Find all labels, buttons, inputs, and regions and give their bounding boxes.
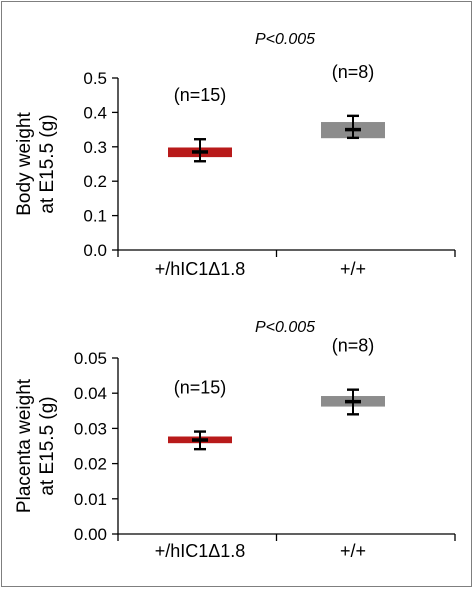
y-tick-label: 0.02: [74, 455, 107, 474]
y-tick-label: 0.0: [83, 241, 107, 260]
y-axis-label: at E15.5 (g): [37, 114, 58, 213]
sample-size-label: (n=8): [332, 62, 375, 82]
y-axis-label: at E15.5 (g): [37, 396, 58, 495]
y-tick-label: 0.05: [74, 349, 107, 368]
sample-size-label: (n=8): [332, 336, 375, 356]
x-category-label: +/hIC1Δ1.8: [155, 259, 246, 279]
y-tick-label: 0.1: [83, 207, 107, 226]
y-axis-label: Placenta weight: [14, 378, 35, 513]
p-value-annotation: P<0.005: [255, 31, 315, 48]
y-tick-label: 0.00: [74, 525, 107, 544]
x-category-label: +/hIC1Δ1.8: [155, 541, 246, 561]
y-axis-label: Body weight: [14, 112, 35, 216]
x-category-label: +/+: [340, 541, 366, 561]
chart-panel-1: 0.0 0.1 0.2 0.3 0.4 0.5 +/hIC1Δ1.8 +/+ Body weig…: [14, 31, 456, 279]
p-value-annotation: P<0.005: [255, 319, 315, 336]
y-tick-label: 0.5: [83, 69, 107, 88]
y-tick-label: 0.2: [83, 172, 107, 191]
x-category-label: +/+: [340, 259, 366, 279]
sample-size-label: (n=15): [174, 378, 227, 398]
chart-panel-2: 0.00 0.01 0.02 0.03 0.04 0.05 +/hIC1Δ1.8 +/+ Pla…: [14, 319, 456, 561]
y-tick-label: 0.04: [74, 384, 107, 403]
y-tick-label: 0.3: [83, 138, 107, 157]
sample-size-label: (n=15): [174, 85, 227, 105]
y-tick-label: 0.01: [74, 490, 107, 509]
y-tick-label: 0.03: [74, 419, 107, 438]
y-tick-label: 0.4: [83, 103, 107, 122]
